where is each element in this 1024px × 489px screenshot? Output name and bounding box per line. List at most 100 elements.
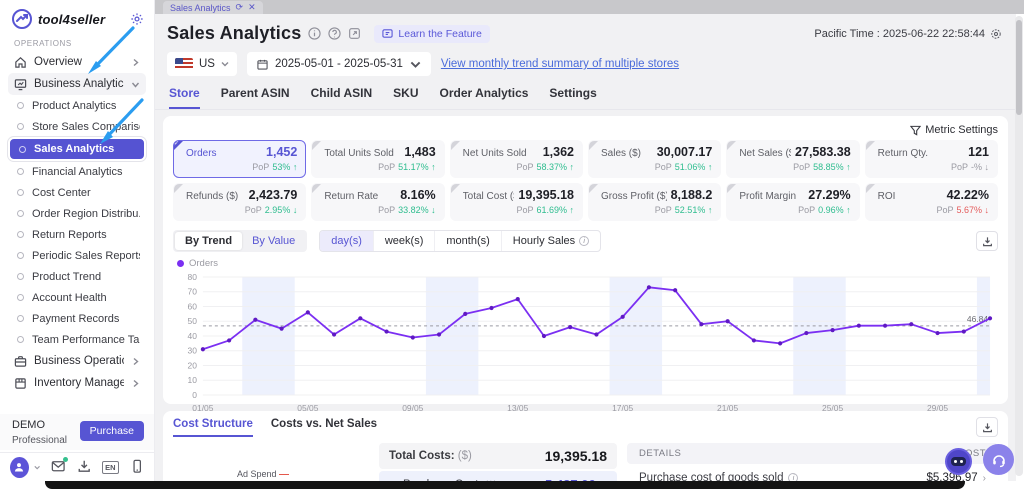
orders-line-chart: 0 10 20 30 40 50 60 70 80 01/05 05/05 09/05 13/05 17/…	[188, 272, 993, 413]
language-en-badge[interactable]: EN	[102, 460, 119, 474]
sidebar-item-account-health[interactable]: Account Health	[8, 287, 146, 308]
title-info-icon[interactable]	[308, 27, 322, 40]
metric-label: Profit Margin	[739, 191, 797, 202]
sidebar-item-cost-center[interactable]: Cost Center	[8, 182, 146, 203]
timezone-settings-icon[interactable]	[990, 28, 1002, 40]
metric-pop: PoP 5.67% ↓	[878, 205, 989, 215]
sidebar-item-product-trend[interactable]: Product Trend	[8, 266, 146, 287]
metric-card-roi[interactable]: ROI 42.22% PoP 5.67% ↓	[864, 183, 998, 221]
cost-tab-costs-vs-net-sales[interactable]: Costs vs. Net Sales	[270, 417, 377, 430]
marketplace-select[interactable]: US	[167, 52, 237, 76]
calendar-icon	[257, 59, 268, 70]
sidebar-item-business-operation[interactable]: Business Operation	[8, 350, 146, 372]
metric-card-return-qty-[interactable]: Return Qty. 121 PoP -% ↓	[864, 140, 998, 178]
granularity-week-s-[interactable]: week(s)	[374, 231, 436, 251]
metric-value: 27,583.38	[795, 145, 851, 159]
sidebar-item-order-region-distribu-[interactable]: Order Region Distribu...	[8, 203, 146, 224]
tab-store[interactable]: Store	[169, 86, 200, 109]
metric-card-gross-profit-[interactable]: Gross Profit ($) 8,188.2 PoP 52.51% ↑	[587, 183, 722, 221]
tab-close-icon[interactable]: ✕	[248, 2, 256, 12]
detail-label: Purchase cost of goods sold i	[639, 472, 799, 481]
chatbot-widget-button[interactable]	[945, 448, 972, 475]
sidebar-item-product-analytics[interactable]: Product Analytics	[8, 95, 146, 116]
svg-text:25/05: 25/05	[822, 403, 843, 413]
sidebar-item-overview[interactable]: Overview	[8, 51, 146, 73]
pop-value: 51.06% ↑	[674, 162, 713, 172]
sidebar-item-label: Overview	[34, 56, 82, 68]
browser-tab[interactable]: Sales Analytics ⟳ ✕	[163, 1, 263, 14]
sidebar-item-periodic-sales-reports[interactable]: Periodic Sales Reports	[8, 245, 146, 266]
user-avatar[interactable]	[10, 456, 29, 478]
sidebar-item-store-sales-comparison[interactable]: Store Sales Comparison	[8, 116, 146, 137]
pop-value: 33.82% ↓	[398, 205, 436, 215]
metric-card-refunds-[interactable]: Refunds ($) 2,423.79 PoP 2.95% ↓	[173, 183, 307, 221]
metric-card-profit-margin[interactable]: Profit Margin 27.29% PoP 0.96% ↑	[726, 183, 860, 221]
pie-label-ad-spend: Ad Spend	[237, 469, 289, 479]
chart-download-button[interactable]	[976, 231, 998, 251]
avatar-chevron-down-icon[interactable]	[34, 464, 40, 471]
cost-details-table: DETAILS COST Purchase cost of goods sold…	[627, 443, 998, 481]
granularity-hourly-sales[interactable]: Hourly Sales i	[502, 231, 600, 251]
pop-value: 51.17% ↑	[398, 162, 436, 172]
support-widget-button[interactable]	[983, 444, 1014, 475]
mail-icon[interactable]	[51, 457, 68, 475]
metric-card-orders[interactable]: ✓ Orders 1,452 PoP 53% ↑	[173, 140, 307, 178]
sidebar-item-team-performance-ta-[interactable]: Team Performance Ta...	[8, 329, 146, 350]
total-costs-row: Total Costs: ($) 19,395.18	[379, 443, 617, 469]
cost-tab-cost-structure[interactable]: Cost Structure	[173, 418, 253, 437]
info-icon: i	[788, 473, 799, 481]
sidebar-item-inventory-managem-[interactable]: Inventory Managem...	[8, 372, 146, 394]
purchase-button[interactable]: Purchase	[79, 421, 144, 441]
metric-pop: PoP 33.82% ↓	[324, 205, 436, 215]
tab-parent-asin[interactable]: Parent ASIN	[220, 86, 290, 100]
tab-sku[interactable]: SKU	[393, 86, 419, 100]
details-header: DETAILS COST	[627, 443, 998, 464]
date-range-picker[interactable]: 2025-05-01 - 2025-05-31	[246, 52, 431, 76]
pop-prefix: PoP	[378, 162, 396, 172]
sidebar-item-business-analytics[interactable]: Business Analytics	[8, 73, 146, 95]
title-export-icon[interactable]	[348, 27, 361, 40]
metric-label: Gross Profit ($)	[600, 191, 667, 202]
download-icon[interactable]	[77, 459, 91, 475]
cost-row-purchase-cost[interactable]: Purchase Cost ($) 5,427.06 ›	[379, 471, 617, 481]
page-scrollbar[interactable]	[1015, 16, 1023, 476]
view-mode-by-trend[interactable]: By Trend	[175, 232, 243, 250]
mobile-app-icon[interactable]	[130, 459, 144, 475]
monthly-trend-link[interactable]: View monthly trend summary of multiple s…	[440, 58, 680, 70]
sidebar-item-payment-records[interactable]: Payment Records	[8, 308, 146, 329]
scrollbar-thumb[interactable]	[1016, 20, 1022, 115]
metric-card-return-rate[interactable]: Return Rate 8.16% PoP 33.82% ↓	[311, 183, 445, 221]
learn-the-feature-button[interactable]: Learn the Feature	[374, 24, 490, 43]
tab-settings[interactable]: Settings	[549, 86, 597, 100]
sidebar-item-return-reports[interactable]: Return Reports	[8, 224, 146, 245]
cost-download-button[interactable]	[976, 417, 998, 437]
sidebar-item-sales-analytics[interactable]: Sales Analytics	[8, 137, 146, 161]
tab-order-analytics[interactable]: Order Analytics	[439, 86, 529, 100]
metric-card-total-units-sold[interactable]: Total Units Sold 1,483 PoP 51.17% ↑	[311, 140, 445, 178]
view-mode-by-value[interactable]: By Value	[252, 235, 296, 247]
metric-settings-button[interactable]: Metric Settings	[173, 122, 998, 138]
metric-label: Net Units Sold	[462, 148, 527, 159]
tab-refresh-icon[interactable]: ⟳	[235, 2, 244, 12]
download-icon	[982, 422, 992, 432]
granularity-toggle: day(s) week(s) month(s) Hourly Sales i	[319, 230, 602, 252]
cost-pie-chart: Ad Spend Promotional reb... Referral Fee…	[173, 443, 369, 481]
granularity-month-s-[interactable]: month(s)	[435, 231, 502, 251]
pop-value: -% ↓	[970, 162, 989, 172]
granularity-day-s-[interactable]: day(s)	[320, 231, 374, 251]
metric-card-sales-[interactable]: Sales ($) 30,007.17 PoP 51.06% ↑	[587, 140, 722, 178]
tab-child-asin[interactable]: Child ASIN	[310, 86, 373, 100]
corner-fold-icon	[865, 184, 875, 193]
svg-text:10: 10	[188, 375, 198, 385]
metric-value: 19,395.18	[518, 188, 574, 202]
metric-card-net-units-sold[interactable]: Net Units Sold 1,362 PoP 58.37% ↑	[449, 140, 583, 178]
metric-pop: PoP 0.96% ↑	[739, 205, 851, 215]
title-help-icon[interactable]	[328, 27, 342, 40]
sidebar-gear-icon[interactable]	[130, 12, 144, 26]
cost-row-unit: ($)	[484, 479, 497, 482]
sidebar-item-financial-analytics[interactable]: Financial Analytics	[8, 161, 146, 182]
corner-fold-icon	[865, 141, 875, 150]
detail-row[interactable]: Purchase cost of goods sold i $5,396.97 ›	[627, 464, 998, 481]
